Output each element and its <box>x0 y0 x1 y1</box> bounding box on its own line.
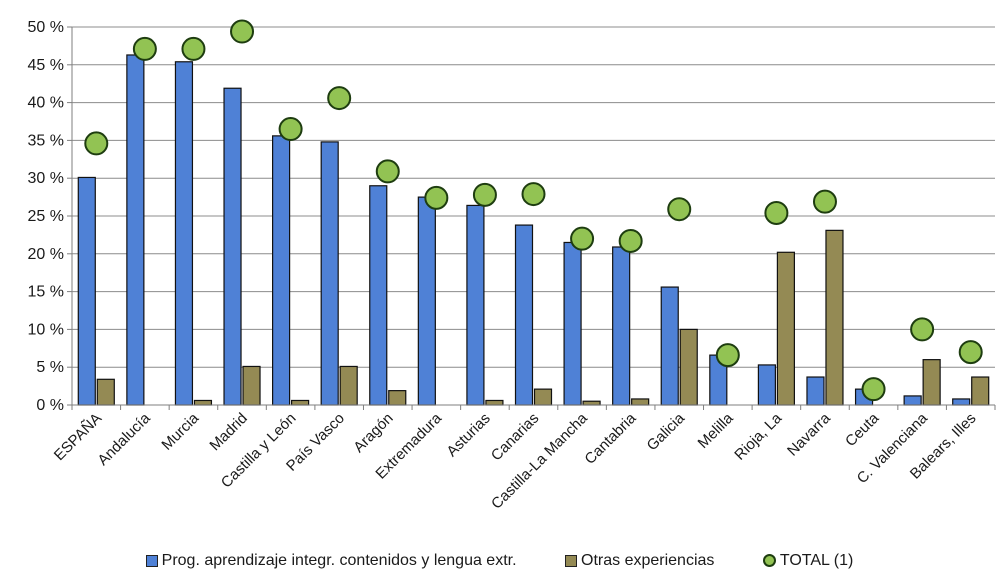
total-marker <box>521 182 546 207</box>
bar-otras <box>631 398 650 406</box>
category-label: Asturias <box>443 410 493 460</box>
legend-swatch-prog <box>145 554 158 567</box>
legend-dot-total <box>762 554 776 568</box>
bar-prog <box>369 185 388 406</box>
total-marker <box>570 226 595 251</box>
total-marker <box>812 189 837 214</box>
bar-prog <box>612 246 631 406</box>
total-marker <box>181 36 206 61</box>
legend-item-total: TOTAL (1) <box>762 552 854 570</box>
bar-otras <box>922 359 941 406</box>
total-marker <box>715 343 740 368</box>
bar-prog <box>563 241 582 406</box>
category-label: Aragón <box>350 410 396 456</box>
y-tick-label: 25 % <box>28 208 64 225</box>
legend-label-total: TOTAL (1) <box>779 552 854 569</box>
bar-prog <box>417 196 436 406</box>
category-label: Castilla-La Mancha <box>488 409 591 512</box>
legend-label-prog: Prog. aprendizaje integr. contenidos y l… <box>161 552 517 569</box>
bar-prog <box>952 398 971 406</box>
category-label: Cantabria <box>581 409 639 467</box>
y-tick-label: 35 % <box>28 132 64 149</box>
legend-item-otras: Otras experiencias <box>565 552 714 570</box>
total-marker <box>278 117 303 142</box>
bar-otras <box>291 399 310 406</box>
bar-prog <box>223 87 242 406</box>
bar-prog <box>660 286 679 406</box>
legend-label-otras: Otras experiencias <box>581 552 715 569</box>
bar-otras <box>388 390 407 406</box>
bar-otras <box>242 365 261 406</box>
legend: Prog. aprendizaje integr. contenidos y l… <box>0 552 999 570</box>
category-label: Murcia <box>158 409 202 453</box>
total-marker <box>230 19 255 44</box>
total-marker <box>618 228 643 253</box>
bars <box>77 54 990 406</box>
category-label: Navarra <box>784 409 834 459</box>
bar-otras <box>96 378 115 406</box>
total-marker <box>861 377 886 402</box>
total-marker <box>424 185 449 210</box>
bar-prog <box>77 176 96 406</box>
bar-prog <box>757 364 776 406</box>
bar-otras <box>776 251 795 406</box>
y-axis-ticks: 0 % 5 % 10 % 15 % 20 % 25 % 30 % 35 % 40 % 45 % 50… <box>28 19 72 414</box>
bar-prog <box>272 135 291 406</box>
y-tick-label: 0 % <box>36 397 64 414</box>
total-marker <box>375 159 400 184</box>
bar-prog <box>320 141 339 406</box>
category-label: Ceuta <box>842 409 883 450</box>
category-label: Rioja, La <box>731 409 785 463</box>
bar-otras <box>582 400 601 406</box>
total-marker <box>910 317 935 342</box>
bar-otras <box>485 399 504 406</box>
total-marker <box>327 86 352 111</box>
bar-otras <box>825 229 844 406</box>
total-marker <box>958 340 983 365</box>
y-tick-label: 10 % <box>28 321 64 338</box>
total-marker <box>667 197 692 222</box>
y-tick-label: 40 % <box>28 95 64 112</box>
y-tick-label: 20 % <box>28 246 64 263</box>
bar-prog <box>903 395 922 406</box>
bar-otras <box>971 376 990 406</box>
category-label: Andalucía <box>94 409 154 469</box>
category-label: Galicia <box>644 409 689 454</box>
total-marker <box>472 182 497 207</box>
bar-prog <box>174 61 194 406</box>
total-marker <box>132 36 157 61</box>
y-tick-label: 15 % <box>28 284 64 301</box>
bar-otras <box>533 388 553 406</box>
y-tick-label: 5 % <box>36 359 64 376</box>
total-markers <box>84 19 983 402</box>
bar-otras <box>339 365 358 406</box>
total-marker <box>84 131 109 156</box>
bar-prog <box>806 376 825 406</box>
bar-prog <box>514 224 534 406</box>
y-tick-label: 30 % <box>28 170 64 187</box>
axes <box>71 27 996 410</box>
category-label: Melilla <box>695 409 738 452</box>
bar-otras <box>679 328 698 406</box>
bar-otras <box>193 399 213 406</box>
category-label: Madrid <box>206 410 250 454</box>
legend-swatch-otras <box>565 554 577 567</box>
y-tick-label: 45 % <box>28 57 64 74</box>
y-tick-label: 50 % <box>28 19 64 36</box>
bar-prog <box>466 204 485 406</box>
total-marker <box>764 200 789 225</box>
legend-item-prog: Prog. aprendizaje integr. contenidos y l… <box>145 552 517 570</box>
bar-prog <box>126 54 145 406</box>
